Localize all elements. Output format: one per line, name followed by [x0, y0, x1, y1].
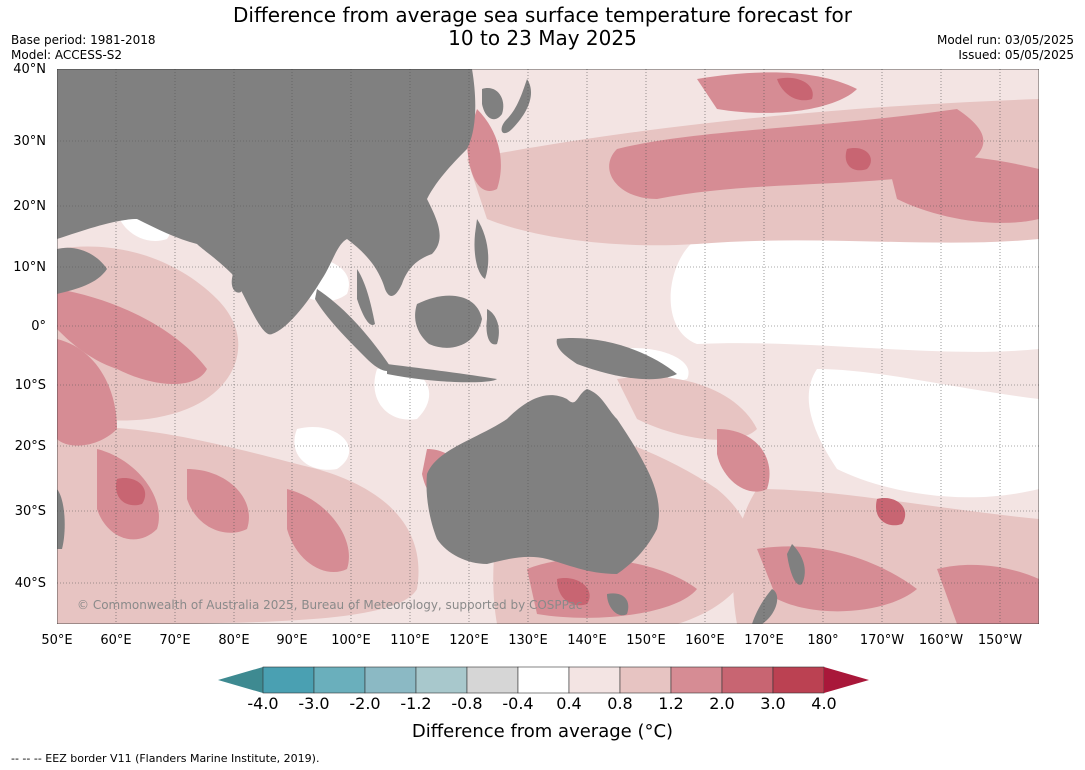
issued-date: Issued: 05/05/2025 — [958, 48, 1074, 62]
lon-label: 170°E — [744, 633, 784, 648]
lon-label: 50°E — [41, 633, 73, 648]
lat-label: 40°S — [14, 576, 46, 591]
lon-label: 120°E — [449, 633, 489, 648]
colorbar-tick: 3.0 — [760, 694, 786, 713]
graticule — [57, 69, 1039, 624]
model-run: Model run: 03/05/2025 — [936, 33, 1074, 47]
colorbar-segment — [364, 666, 417, 694]
lat-label: 30°S — [14, 504, 46, 519]
copyright-notice: © Commonwealth of Australia 2025, Bureau… — [77, 598, 582, 612]
colorbar-segment — [721, 666, 774, 694]
colorbar-tick: -1.2 — [400, 694, 432, 713]
colorbar-low-extend — [218, 667, 263, 693]
colorbar-tick: 0.4 — [556, 694, 582, 713]
lon-label: 150°W — [977, 633, 1023, 648]
colorbar-tick: -0.4 — [502, 694, 534, 713]
colorbar-segment — [619, 666, 672, 694]
colorbar-segment — [772, 666, 825, 694]
lat-label: 20°N — [13, 199, 46, 214]
lon-label: 180° — [807, 633, 839, 648]
lon-label: 160°W — [918, 633, 964, 648]
lat-label: 10°S — [14, 378, 46, 393]
lat-label: 0° — [31, 319, 46, 334]
chart-title: Difference from average sea surface temp… — [0, 4, 1085, 50]
colorbar-segment — [313, 666, 366, 694]
lon-label: 90°E — [276, 633, 308, 648]
colorbar-segment — [670, 666, 723, 694]
lat-label: 30°N — [13, 134, 46, 149]
lon-label: 80°E — [218, 633, 250, 648]
lon-label: 170°W — [859, 633, 905, 648]
colorbar-tick: -4.0 — [247, 694, 279, 713]
lat-label: 10°N — [13, 260, 46, 275]
lon-label: 60°E — [100, 633, 132, 648]
lon-label: 140°E — [567, 633, 607, 648]
meta-right: Model run: 03/05/2025 Issued: 05/05/2025 — [937, 33, 1074, 63]
colorbar — [218, 666, 869, 694]
colorbar-segment — [415, 666, 468, 694]
meta-left: Base period: 1981-2018 Model: ACCESS-S2 — [11, 33, 156, 63]
title-line-2: 10 to 23 May 2025 — [448, 26, 637, 50]
colorbar-tick: 1.2 — [658, 694, 684, 713]
colorbar-tick: -2.0 — [349, 694, 381, 713]
colorbar-segment — [262, 666, 315, 694]
lon-label: 70°E — [159, 633, 191, 648]
colorbar-segment — [568, 666, 621, 694]
colorbar-tick: 0.8 — [607, 694, 633, 713]
lon-label: 150°E — [626, 633, 666, 648]
colorbar-tick: -0.8 — [451, 694, 483, 713]
base-period: Base period: 1981-2018 — [11, 33, 156, 47]
colorbar-high-extend — [824, 667, 869, 693]
lon-label: 160°E — [685, 633, 725, 648]
model-name: Model: ACCESS-S2 — [11, 48, 123, 62]
lon-label: 130°E — [508, 633, 548, 648]
colorbar-tick: -3.0 — [298, 694, 330, 713]
colorbar-tick: 4.0 — [811, 694, 837, 713]
lon-label: 100°E — [331, 633, 371, 648]
lat-label: 40°N — [13, 62, 46, 77]
lat-label: 20°S — [14, 439, 46, 454]
colorbar-label: Difference from average (°C) — [411, 721, 674, 742]
lon-label: 110°E — [390, 633, 430, 648]
colorbar-segment — [517, 666, 570, 694]
colorbar-segment — [466, 666, 519, 694]
title-line-1: Difference from average sea surface temp… — [232, 3, 852, 27]
eez-footnote: -- -- -- EEZ border V11 (Flanders Marine… — [11, 752, 320, 765]
sst-anomaly-map: © Commonwealth of Australia 2025, Bureau… — [57, 69, 1039, 624]
colorbar-segments — [262, 666, 825, 694]
colorbar-tick: 2.0 — [709, 694, 735, 713]
